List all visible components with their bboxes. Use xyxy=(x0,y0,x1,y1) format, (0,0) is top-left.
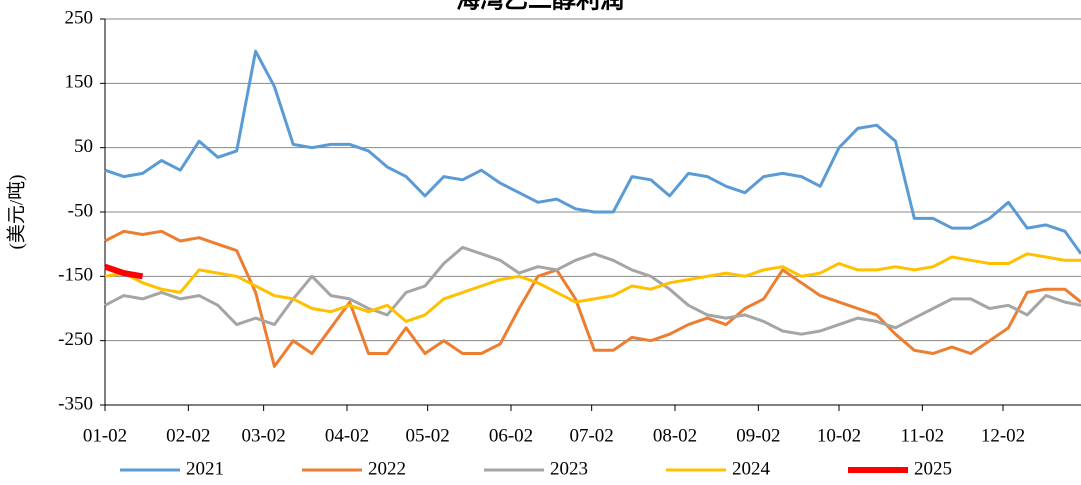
x-tick-label: 02-02 xyxy=(166,425,210,446)
x-tick-label: 01-02 xyxy=(83,425,127,446)
series-line xyxy=(104,263,144,280)
series-line xyxy=(104,245,1081,336)
series-line xyxy=(104,229,1081,368)
legend-label: 2021 xyxy=(186,458,224,479)
y-tick-label: -150 xyxy=(58,265,93,286)
x-tick-label: 06-02 xyxy=(489,425,533,446)
legend-label: 2024 xyxy=(732,458,771,479)
y-tick-label: 50 xyxy=(74,136,93,157)
x-tick-label: 08-02 xyxy=(653,425,697,446)
legend-label: 2022 xyxy=(368,458,406,479)
y-tick-label: -350 xyxy=(58,393,93,414)
y-axis-label: (美元/吨) xyxy=(5,175,27,250)
x-tick-label: 07-02 xyxy=(569,425,613,446)
legend-label: 2023 xyxy=(550,458,588,479)
y-tick-label: 250 xyxy=(65,7,94,28)
x-tick-label: 10-02 xyxy=(817,425,861,446)
y-tick-label: 150 xyxy=(65,72,94,93)
x-tick-label: 03-02 xyxy=(241,425,285,446)
series-line xyxy=(104,49,1081,255)
x-tick-label: 09-02 xyxy=(736,425,780,446)
x-tick-label: 04-02 xyxy=(325,425,369,446)
legend-label: 2025 xyxy=(914,458,952,479)
y-tick-label: -50 xyxy=(68,200,93,221)
x-tick-label: 05-02 xyxy=(405,425,449,446)
series-line xyxy=(104,252,1081,323)
chart-title: 海湾乙二醇利润 xyxy=(456,0,624,14)
x-tick-label: 12-02 xyxy=(981,425,1025,446)
y-tick-label: -250 xyxy=(58,329,93,350)
x-tick-label: 11-02 xyxy=(901,425,945,446)
